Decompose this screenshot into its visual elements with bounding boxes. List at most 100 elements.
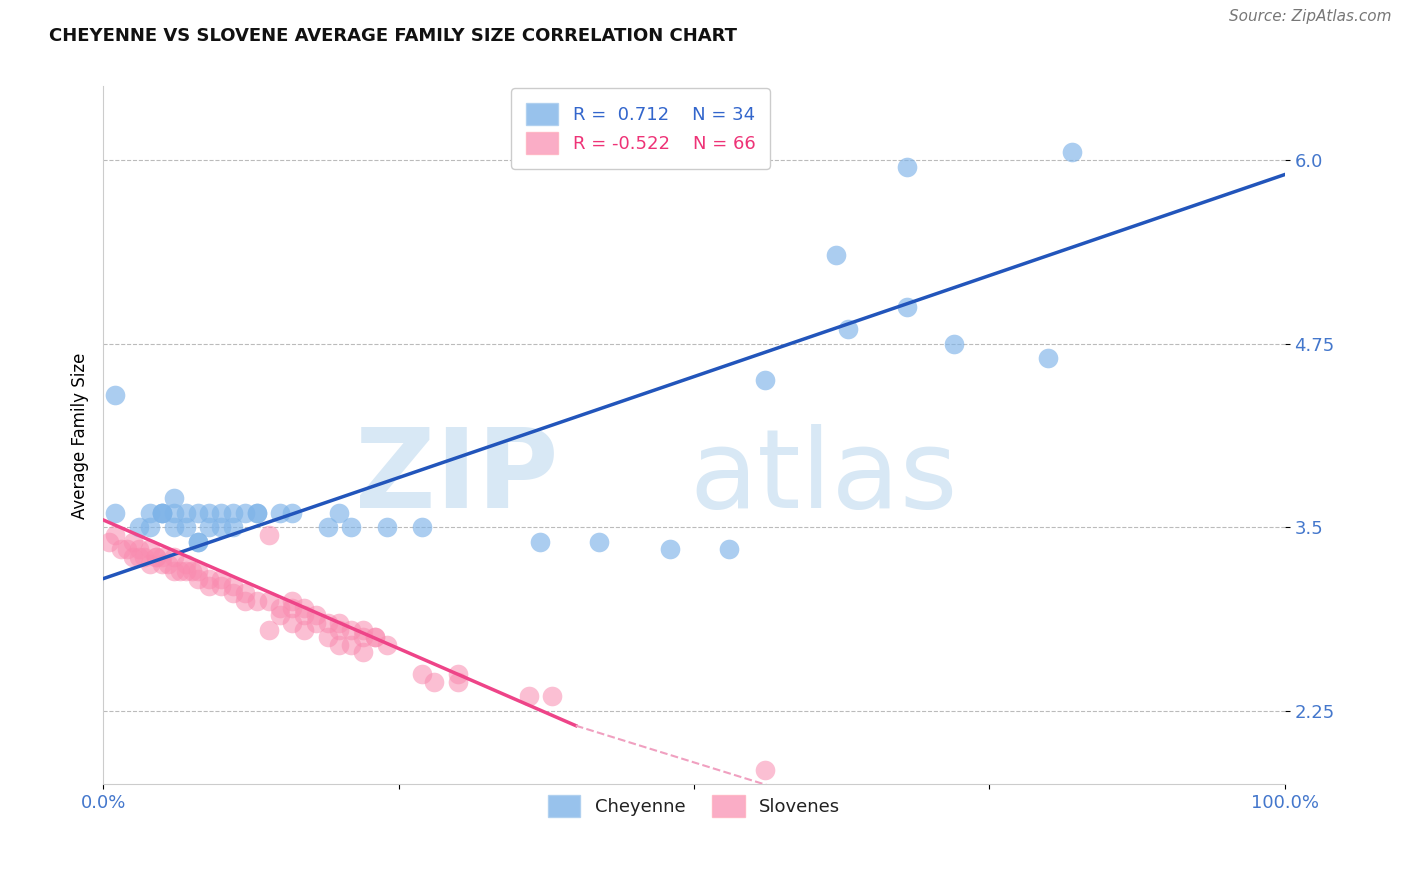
Point <box>246 506 269 520</box>
Point <box>104 388 127 402</box>
Point <box>115 542 138 557</box>
Point <box>659 542 682 557</box>
Point <box>257 527 280 541</box>
Point <box>139 557 162 571</box>
Point <box>328 638 350 652</box>
Point <box>1038 351 1060 366</box>
Point <box>128 549 150 564</box>
Point <box>292 608 315 623</box>
Point <box>157 557 180 571</box>
Point <box>896 300 918 314</box>
Point <box>121 535 143 549</box>
Point <box>150 549 173 564</box>
Point <box>423 674 446 689</box>
Point <box>257 593 280 607</box>
Point <box>837 322 859 336</box>
Point <box>352 631 374 645</box>
Point <box>1062 145 1084 160</box>
Point <box>209 572 232 586</box>
Point <box>187 572 209 586</box>
Point <box>121 549 143 564</box>
Legend: Cheyenne, Slovenes: Cheyenne, Slovenes <box>540 788 848 824</box>
Point <box>98 535 121 549</box>
Point <box>446 674 468 689</box>
Point <box>128 520 150 534</box>
Point <box>150 557 173 571</box>
Point <box>281 615 304 630</box>
Point <box>316 615 339 630</box>
Point <box>150 506 173 520</box>
Point <box>209 579 232 593</box>
Point <box>163 506 186 520</box>
Point <box>104 506 127 520</box>
Point <box>187 535 209 549</box>
Text: Source: ZipAtlas.com: Source: ZipAtlas.com <box>1229 9 1392 24</box>
Point <box>281 506 304 520</box>
Point <box>104 527 127 541</box>
Point <box>305 615 328 630</box>
Point <box>134 549 156 564</box>
Point <box>328 623 350 637</box>
Point <box>233 586 256 600</box>
Point <box>292 601 315 615</box>
Text: ZIP: ZIP <box>354 424 558 531</box>
Point <box>246 506 269 520</box>
Point <box>824 248 846 262</box>
Point <box>517 690 540 704</box>
Point <box>110 542 132 557</box>
Point <box>209 506 232 520</box>
Point <box>364 631 387 645</box>
Point <box>340 520 363 534</box>
Point <box>187 535 209 549</box>
Point <box>174 520 197 534</box>
Point <box>180 565 202 579</box>
Point <box>269 506 291 520</box>
Text: atlas: atlas <box>690 424 959 531</box>
Point <box>411 520 433 534</box>
Point <box>375 520 398 534</box>
Point <box>145 549 167 564</box>
Point <box>187 565 209 579</box>
Point <box>174 565 197 579</box>
Point <box>198 520 221 534</box>
Point <box>163 491 186 505</box>
Point <box>375 638 398 652</box>
Point <box>588 535 610 549</box>
Point <box>446 667 468 681</box>
Point <box>411 667 433 681</box>
Point <box>233 593 256 607</box>
Point <box>198 506 221 520</box>
Text: CHEYENNE VS SLOVENE AVERAGE FAMILY SIZE CORRELATION CHART: CHEYENNE VS SLOVENE AVERAGE FAMILY SIZE … <box>49 27 737 45</box>
Point <box>352 645 374 659</box>
Point <box>292 623 315 637</box>
Point <box>754 373 776 387</box>
Point <box>163 549 186 564</box>
Point <box>529 535 551 549</box>
Point <box>139 520 162 534</box>
Point <box>150 506 173 520</box>
Point <box>718 542 741 557</box>
Point <box>328 506 350 520</box>
Point <box>754 763 776 777</box>
Point <box>281 593 304 607</box>
Point <box>364 631 387 645</box>
Point <box>269 601 291 615</box>
Point <box>340 638 363 652</box>
Point <box>942 336 965 351</box>
Point <box>246 593 269 607</box>
Point <box>139 542 162 557</box>
Point <box>163 565 186 579</box>
Point <box>145 549 167 564</box>
Point <box>352 623 374 637</box>
Point <box>187 506 209 520</box>
Y-axis label: Average Family Size: Average Family Size <box>72 352 89 518</box>
Point <box>896 160 918 174</box>
Point <box>139 506 162 520</box>
Point <box>174 506 197 520</box>
Point <box>316 631 339 645</box>
Point <box>305 608 328 623</box>
Point <box>328 615 350 630</box>
Point <box>269 608 291 623</box>
Point <box>281 601 304 615</box>
Point <box>150 506 173 520</box>
